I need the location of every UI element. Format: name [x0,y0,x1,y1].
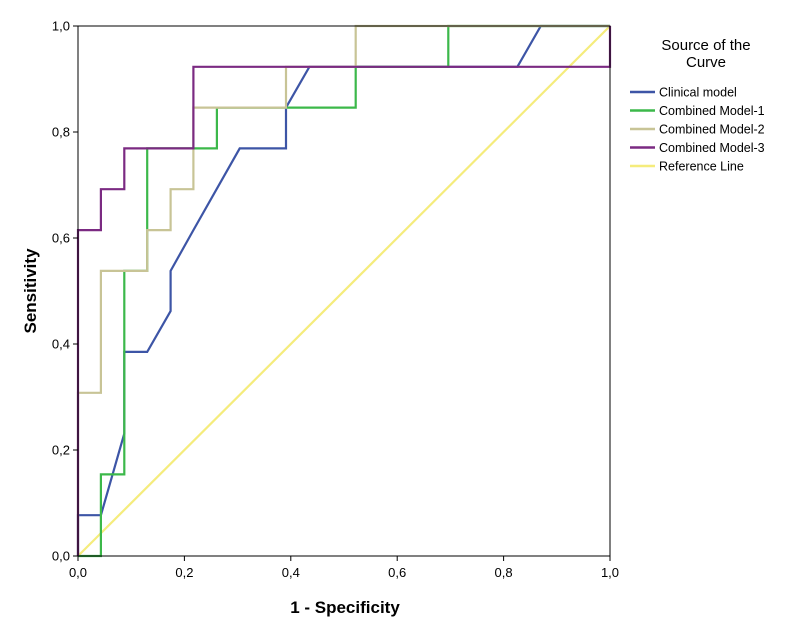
x-tick-label: 0,2 [175,565,193,580]
series-line-combined-model-3 [76,26,612,556]
legend-title-line1: Source of the [661,37,750,54]
x-tick-label: 0,0 [69,565,87,580]
x-tick-label: 0,4 [282,565,300,580]
legend-label: Clinical model [659,86,737,100]
x-axis-title: 1 - Specificity [290,598,400,617]
x-tick-label: 0,8 [495,565,513,580]
y-tick-label: 0,6 [52,231,70,246]
y-tick-label: 0,2 [52,443,70,458]
legend-label: Reference Line [659,160,744,174]
plot-frame [77,25,611,557]
y-tick-label: 0,0 [52,549,70,564]
y-tick-label: 0,4 [52,337,70,352]
x-tick-label: 0,6 [388,565,406,580]
axes: 0,0 0,2 0,4 0,6 0,8 1,0 0,0 0,2 0,4 0,6 0,8 1,0 [52,19,619,581]
y-tick-label: 0,8 [52,125,70,140]
plot-area [76,24,612,558]
legend-title-line2: Curve [686,54,726,71]
legend-label: Combined Model-3 [659,141,765,155]
y-axis-title: Sensitivity [21,248,40,334]
legend-label: Combined Model-1 [659,104,765,118]
y-tick-label: 1,0 [52,19,70,34]
series-line-reference-line [77,25,611,557]
legend-items: Clinical model Combined Model-1 Combined M… [630,86,765,174]
legend-label: Combined Model-2 [659,123,765,137]
x-tick-label: 1,0 [601,565,619,580]
legend: Source of the Curve Clinical model Combin… [630,37,765,174]
